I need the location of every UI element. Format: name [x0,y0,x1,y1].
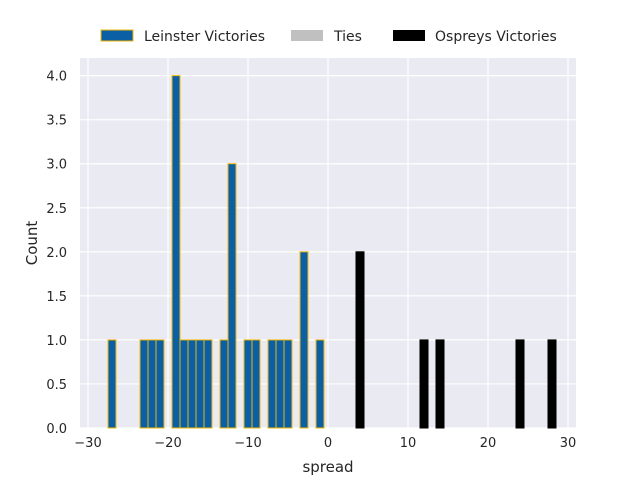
y-tick-labels: 0.0 0.5 1.0 1.5 2.0 2.5 3.0 3.5 4.0 [46,70,67,437]
bar-series-0 [147,339,157,429]
y-tick-label: 3.0 [46,158,67,173]
bar-series-2 [515,339,525,429]
bar-series-0 [179,339,189,429]
legend-label-ties: Ties [333,29,362,45]
bar-series-0 [283,339,293,429]
y-tick-label: 3.5 [46,114,67,129]
bar-series-0 [251,339,261,429]
legend-label-leinster: Leinster Victories [144,29,265,45]
bar-series-0 [315,339,325,429]
bar-series-0 [227,163,237,429]
y-tick-label: 1.0 [46,334,67,349]
bar-series-0 [243,339,253,429]
legend-swatch-ties [291,30,323,41]
y-tick-label: 2.0 [46,246,67,261]
x-tick-label: 0 [324,436,332,451]
bar-series-2 [355,251,365,429]
legend-swatch-leinster [100,29,134,42]
y-tick-label: 2.5 [46,202,67,217]
bar-series-0 [139,339,149,429]
y-tick-label: 0.5 [46,378,67,393]
y-tick-label: 0.0 [46,422,67,437]
x-tick-label: 20 [480,436,497,451]
legend-label-ospreys: Ospreys Victories [435,29,557,45]
x-tick-label: 10 [400,436,417,451]
bars [107,75,557,429]
bar-series-2 [547,339,557,429]
legend-swatch-ospreys [393,30,425,41]
bar-series-0 [267,339,277,429]
bar-series-2 [419,339,429,429]
legend: Leinster Victories Ties Ospreys Victorie… [100,29,557,45]
bar-series-0 [203,339,213,429]
bar-series-0 [195,339,205,429]
x-tick-label: 30 [560,436,577,451]
x-tick-label: −30 [74,436,101,451]
x-axis-label: spread [302,458,353,476]
bar-series-0 [219,339,229,429]
bar-series-0 [187,339,197,429]
y-tick-label: 4.0 [46,70,67,85]
y-axis-label: Count [23,221,41,266]
x-tick-label: −10 [234,436,261,451]
bar-series-2 [435,339,445,429]
y-tick-label: 1.5 [46,290,67,305]
x-tick-labels: −30 −20 −10 0 10 20 30 [74,436,576,451]
bar-series-0 [171,75,181,429]
bar-series-0 [155,339,165,429]
bar-series-0 [107,339,117,429]
x-tick-label: −20 [154,436,181,451]
bar-series-0 [275,339,285,429]
bar-series-0 [299,251,309,429]
